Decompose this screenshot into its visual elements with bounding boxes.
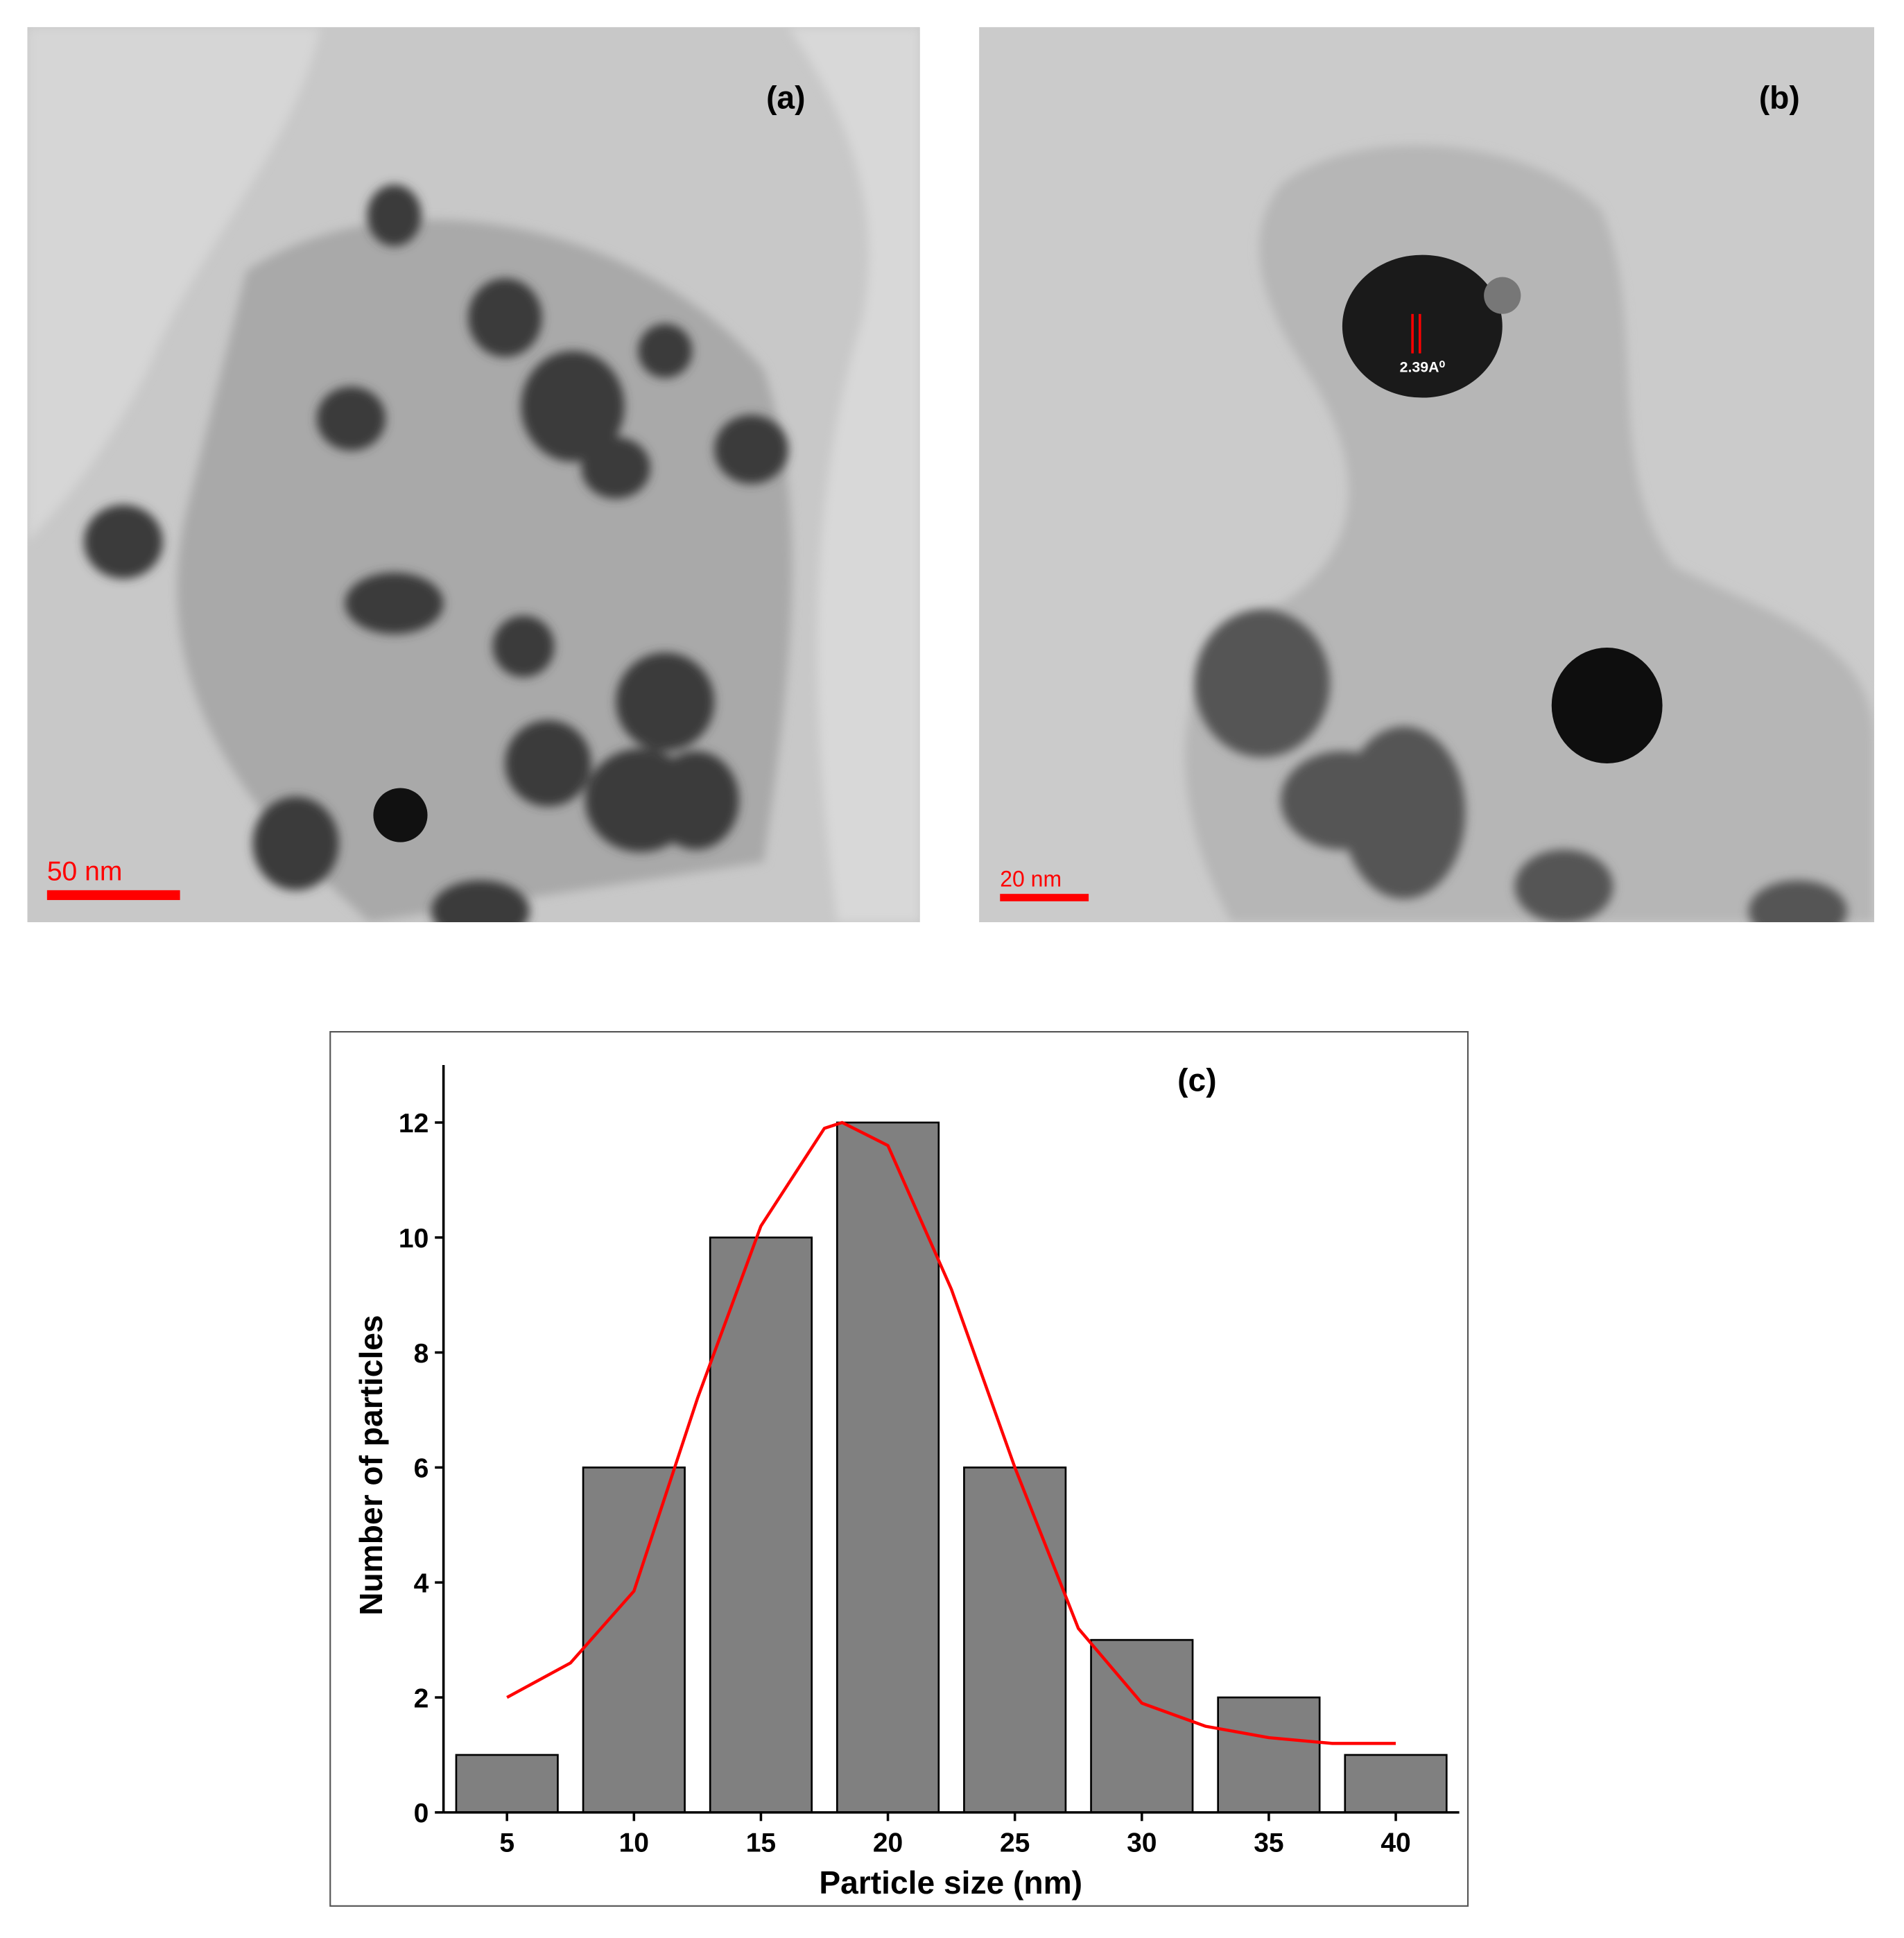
y-tick-label: 4 (414, 1568, 429, 1598)
x-tick-label: 15 (746, 1828, 776, 1858)
tem-image-b: 2.39A⁰ 20 nm (b) (979, 27, 1875, 923)
fit-curve (506, 1121, 1396, 1745)
y-axis-label: Number of particles (353, 1315, 389, 1615)
x-tick-label: 30 (1127, 1828, 1157, 1858)
scale-bar-label: 20 nm (1000, 867, 1062, 892)
bar (455, 1754, 559, 1814)
bar (709, 1236, 813, 1814)
bar (1090, 1638, 1194, 1814)
x-tick-label: 20 (873, 1828, 903, 1858)
x-tick-label: 25 (1000, 1828, 1030, 1858)
bar (1217, 1696, 1321, 1814)
x-tick-label: 5 (499, 1828, 514, 1858)
tem-image-a: 50 nm (a) (27, 27, 920, 923)
histogram: (c) Particle size (nm) Number of particl… (329, 1030, 1469, 1907)
x-tick-label: 10 (619, 1828, 649, 1858)
y-tick-label: 12 (399, 1109, 429, 1139)
bar (963, 1467, 1067, 1814)
y-tick-label: 0 (414, 1799, 429, 1828)
panel-label: (c) (1177, 1062, 1216, 1098)
bar (582, 1467, 686, 1814)
scale-bar-label: 50 nm (47, 857, 123, 887)
panel-label: (a) (766, 79, 805, 115)
y-tick-label: 2 (414, 1684, 429, 1713)
panel-label: (b) (1759, 79, 1800, 115)
x-axis-label: Particle size (nm) (819, 1865, 1082, 1901)
y-tick-label: 8 (414, 1339, 429, 1369)
x-tick-label: 40 (1381, 1828, 1410, 1858)
bar (1344, 1754, 1448, 1814)
y-tick-label: 10 (399, 1224, 429, 1254)
x-tick-label: 35 (1254, 1828, 1283, 1858)
lattice-annotation: 2.39A⁰ (1400, 358, 1446, 375)
y-tick-label: 6 (414, 1454, 429, 1484)
